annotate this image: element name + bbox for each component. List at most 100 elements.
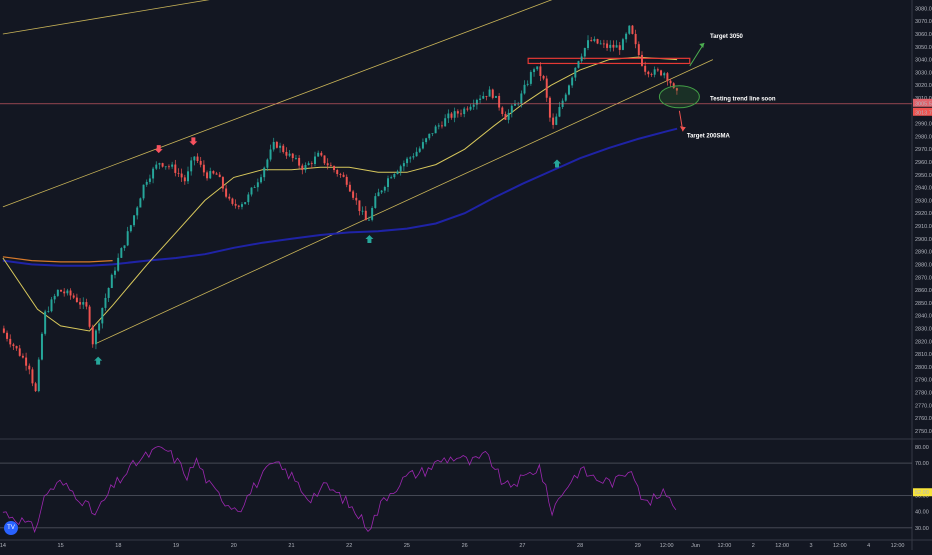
candle (114, 270, 116, 275)
candle (50, 299, 53, 312)
candle (291, 153, 294, 159)
candle (104, 297, 107, 308)
candle (288, 153, 291, 156)
candle (120, 248, 123, 258)
candle (6, 332, 9, 339)
candle (12, 344, 15, 347)
candle (123, 245, 126, 249)
price-tick-label: 3040.0 (915, 58, 932, 64)
candle (237, 205, 240, 207)
candle (117, 257, 120, 271)
candle (101, 307, 104, 324)
candle (463, 108, 466, 114)
candle (425, 138, 428, 143)
candle (618, 45, 621, 50)
time-tick-label: 12:00 (718, 543, 732, 549)
last-value-label: 3013.7 (915, 110, 932, 116)
candle (72, 295, 75, 298)
candles-layer (2, 24, 678, 393)
candle (507, 112, 510, 120)
candle (40, 333, 43, 360)
rsi-pane (0, 445, 912, 534)
candle (345, 176, 348, 185)
candle (526, 83, 529, 85)
candle (31, 369, 34, 384)
candle (110, 274, 113, 288)
candle (523, 84, 526, 94)
candle (269, 149, 272, 160)
candle (501, 107, 504, 115)
price-tick-label: 2870.0 (915, 275, 932, 281)
price-tick-label: 2880.0 (915, 262, 932, 268)
candle (275, 141, 278, 148)
candle (82, 302, 85, 305)
candle (558, 107, 561, 117)
axis-layer: 3080.0 3070.0 3060.0 3050.0 3040.0 3030.0 3020… (0, 6, 932, 549)
candle (625, 33, 628, 40)
price-tick-label: 2860.0 (915, 288, 932, 294)
candle (34, 383, 37, 392)
time-tick-label: 4 (867, 543, 870, 549)
candle (158, 163, 161, 165)
price-tick-label: 2950.0 (915, 173, 932, 179)
candle (555, 116, 558, 125)
candle (333, 166, 336, 170)
candle (180, 173, 183, 178)
candle (47, 311, 50, 313)
candle (298, 157, 301, 166)
candle (453, 111, 456, 118)
price-tick-label: 3080.0 (915, 6, 932, 12)
candle (145, 181, 148, 185)
candle (428, 133, 431, 139)
arrow-up-marker (94, 356, 103, 365)
candle (587, 40, 590, 49)
price-tick-label: 2840.0 (915, 314, 932, 320)
tradingview-logo-icon[interactable]: TV (4, 521, 18, 535)
candle (256, 182, 259, 188)
price-tick-label: 2850.0 (915, 301, 932, 307)
price-tick-label: 2960.0 (915, 160, 932, 166)
candle (212, 171, 215, 174)
candle (142, 184, 145, 199)
time-tick-label: 12:00 (660, 543, 674, 549)
candle (352, 191, 355, 198)
price-tick-label: 2980.0 (915, 134, 932, 140)
candle (15, 346, 18, 349)
candle (552, 117, 555, 125)
candle (218, 174, 221, 178)
candle (199, 160, 202, 165)
price-tick-label: 2750.0 (915, 429, 932, 435)
candle (590, 40, 593, 42)
candle (126, 231, 129, 246)
price-tick-label: 2760.0 (915, 416, 932, 422)
price-tick-label: 2910.0 (915, 224, 932, 230)
current-price-box (913, 98, 932, 107)
time-tick-label: 2 (752, 543, 755, 549)
time-tick-label: 22 (346, 543, 352, 549)
candle (317, 152, 320, 157)
price-tick-label: 2800.0 (915, 365, 932, 371)
candle (491, 89, 494, 98)
price-tick-label: 3060.0 (915, 32, 932, 38)
candle (148, 178, 151, 182)
candle (564, 94, 567, 101)
time-tick-label: 25 (404, 543, 410, 549)
candle (282, 145, 285, 152)
time-tick-label: 29 (635, 543, 641, 549)
candle (358, 200, 361, 212)
candle (107, 287, 110, 298)
candle (320, 152, 323, 156)
price-tick-label: 2780.0 (915, 390, 932, 396)
sma-200-line (2, 127, 678, 267)
candle (596, 39, 599, 44)
time-tick-label: 12:00 (833, 543, 847, 549)
candle (221, 177, 224, 189)
candle (539, 66, 542, 76)
green-up-arrow (689, 42, 705, 67)
candle (580, 56, 583, 62)
candle (660, 70, 663, 76)
candle (631, 25, 634, 34)
candle (447, 113, 450, 119)
